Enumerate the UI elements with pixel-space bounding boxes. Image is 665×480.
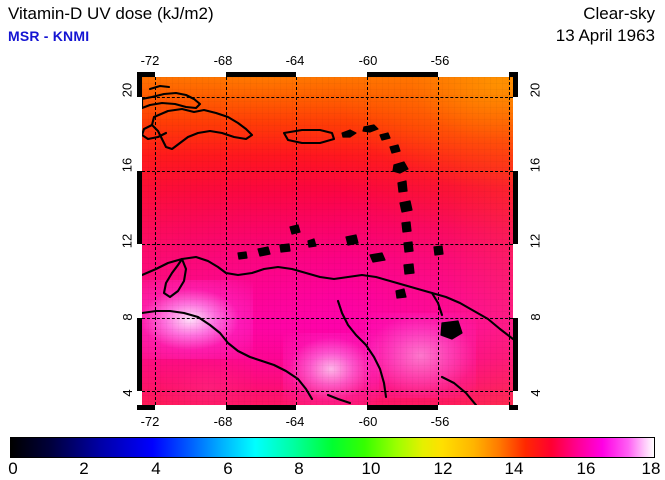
colorbar-tick-10: 10 <box>361 459 381 478</box>
heatmap-coolspot-southwest <box>164 359 254 405</box>
colorbar-tick-14: 14 <box>504 459 524 478</box>
axis-label-left-lat-4: 4 <box>120 389 136 397</box>
axis-label-right-lat-12: 12 <box>527 233 543 249</box>
heatmap-pixel-texture <box>142 77 513 405</box>
frame-ticks-bottom <box>142 405 513 410</box>
colorbar-tick-4: 4 <box>151 459 161 478</box>
colorbar-tick-12: 12 <box>433 459 453 478</box>
colorbar <box>10 437 655 458</box>
axis-label-left-lat-20: 20 <box>119 82 135 98</box>
sky-condition-label: Clear-sky <box>583 4 655 23</box>
colorbar-tick-16: 16 <box>576 459 596 478</box>
axis-label-bottom-lon-3: -64 <box>285 414 305 429</box>
colorbar-tick-8: 8 <box>294 459 304 478</box>
axis-label-right-lat-4: 4 <box>528 389 544 397</box>
axis-label-bottom-lon-5: -56 <box>430 414 450 429</box>
uv-dose-map <box>137 72 518 410</box>
date-label: 13 April 1963 <box>555 26 655 45</box>
axis-label-right-lat-16: 16 <box>527 157 543 173</box>
frame-ticks-right <box>513 77 518 405</box>
axis-label-top-lon-4: -60 <box>358 53 378 68</box>
axis-label-bottom-lon-2: -68 <box>213 414 233 429</box>
colorbar-tick-2: 2 <box>79 459 89 478</box>
colorbar-tick-6: 6 <box>223 459 233 478</box>
axis-label-left-lat-12: 12 <box>119 233 135 249</box>
axis-label-bottom-lon-1: -72 <box>140 414 160 429</box>
axis-label-top-lon-5: -56 <box>430 53 450 68</box>
axis-label-right-lat-20: 20 <box>527 82 543 98</box>
colorbar-gradient <box>10 437 655 458</box>
data-source-label: MSR - KNMI <box>8 28 90 44</box>
page-title: Vitamin-D UV dose (kJ/m2) <box>8 4 214 23</box>
axis-label-left-lat-8: 8 <box>120 313 136 321</box>
axis-label-top-lon-1: -72 <box>140 53 160 68</box>
axis-label-top-lon-3: -64 <box>285 53 305 68</box>
heatmap-field <box>142 77 513 405</box>
axis-label-right-lat-8: 8 <box>528 313 544 321</box>
axis-label-left-lat-16: 16 <box>119 157 135 173</box>
axis-label-top-lon-2: -68 <box>213 53 233 68</box>
axis-label-bottom-lon-4: -60 <box>358 414 378 429</box>
colorbar-tick-0: 0 <box>8 459 18 478</box>
colorbar-tick-18: 18 <box>641 459 661 478</box>
